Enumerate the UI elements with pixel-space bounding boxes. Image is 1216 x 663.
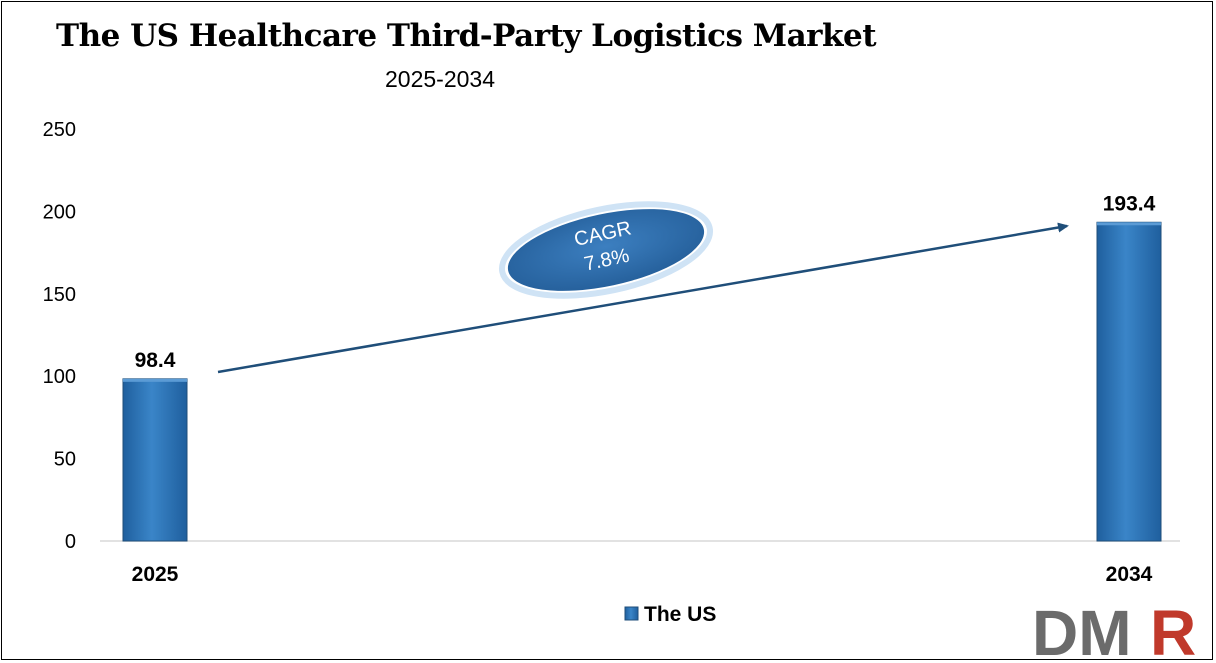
legend: The US (624, 603, 716, 626)
y-tick-label: 250 (43, 119, 76, 141)
bar-2025 (122, 378, 188, 542)
chart-subtitle: 2025-2034 (385, 66, 495, 92)
legend-swatch (624, 606, 639, 621)
y-tick-label: 200 (43, 201, 76, 223)
logo-r: R (1150, 597, 1196, 663)
cagr-arrow (217, 222, 1069, 374)
y-tick-label: 100 (43, 366, 76, 388)
logo-dm: DM (1032, 597, 1132, 663)
y-tick-label: 0 (65, 531, 76, 553)
x-tick-label: 2034 (1106, 563, 1153, 586)
x-tick-label: 2025 (132, 563, 179, 586)
data-label-2034: 193.4 (1103, 192, 1156, 215)
y-axis: 0 50 100 150 200 250 (43, 119, 76, 553)
x-axis: 2025 2034 (132, 563, 1153, 586)
cagr-annotation (498, 201, 714, 299)
dmr-logo: DM R (1032, 597, 1196, 663)
chart-title: The US Healthcare Third-Party Logistics … (56, 18, 877, 54)
y-tick-label: 50 (54, 449, 76, 471)
bar-top-2025 (123, 378, 187, 382)
y-tick-label: 150 (43, 284, 76, 306)
bars-group (122, 221, 1162, 542)
bar-top-2034 (1097, 222, 1161, 226)
cagr-ellipse (507, 209, 705, 291)
data-labels: 98.4 193.4 (135, 192, 1156, 372)
bar-2034 (1096, 221, 1162, 542)
data-label-2025: 98.4 (135, 349, 176, 372)
legend-label: The US (644, 603, 716, 626)
